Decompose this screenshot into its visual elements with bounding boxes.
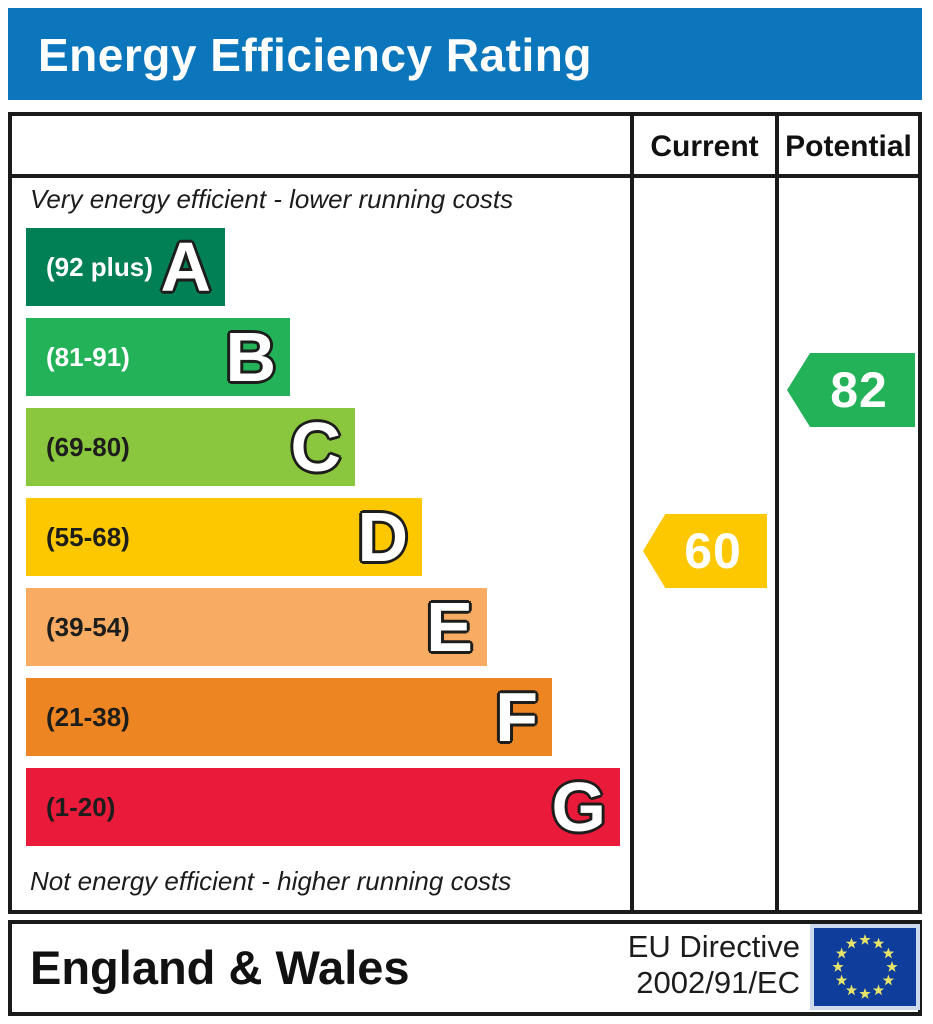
bands: (92 plus) A (81-91) B (69-80) C (55-68) D (39-54… xyxy=(26,228,622,848)
band-range-label: (69-80) xyxy=(46,431,130,462)
footer-frame xyxy=(8,920,922,1016)
eu-flag-icon xyxy=(810,924,920,1010)
eu-directive-line2: 2002/91/EC xyxy=(636,965,800,1000)
page-title: Energy Efficiency Rating xyxy=(38,29,592,81)
eu-directive-line1: EU Directive xyxy=(627,929,800,964)
band-row-A: (92 plus) A xyxy=(26,228,225,306)
band-letter: G xyxy=(551,768,606,846)
band-row-D: (55-68) D xyxy=(26,498,422,576)
potential-column-divider xyxy=(775,116,779,910)
current-column-header: Current xyxy=(650,130,759,163)
band-letter: C xyxy=(290,408,341,486)
band-row-F: (21-38) F xyxy=(26,678,552,756)
band-letter: B xyxy=(225,318,276,396)
band-range-label: (39-54) xyxy=(46,611,130,642)
current-value: 60 xyxy=(684,523,742,579)
potential-arrow: 82 xyxy=(787,353,915,427)
current-arrow: 60 xyxy=(643,514,767,588)
band-letter: E xyxy=(426,588,473,666)
title-bar: Energy Efficiency Rating xyxy=(8,8,922,100)
potential-value: 82 xyxy=(830,362,888,418)
band-row-B: (81-91) B xyxy=(26,318,290,396)
potential-column-header: Potential xyxy=(785,130,912,163)
band-letter: D xyxy=(357,498,408,576)
top-caption: Very energy efficient - lower running co… xyxy=(30,184,514,214)
eu-directive-label: EU Directive 2002/91/EC xyxy=(560,929,800,1001)
header-divider xyxy=(12,174,918,178)
current-column-divider xyxy=(630,116,634,910)
band-range-label: (1-20) xyxy=(46,791,116,822)
band-range-label: (81-91) xyxy=(46,341,130,372)
region-label: England & Wales xyxy=(30,941,410,994)
band-range-label: (21-38) xyxy=(46,701,130,732)
band-letter: F xyxy=(495,678,538,756)
bottom-caption: Not energy efficient - higher running co… xyxy=(30,866,512,896)
band-range-label: (55-68) xyxy=(46,521,130,552)
band-letter: A xyxy=(160,228,211,306)
band-range-label: (92 plus) xyxy=(46,251,153,282)
band-row-C: (69-80) C xyxy=(26,408,355,486)
band-row-G: (1-20) G xyxy=(26,768,620,846)
band-row-E: (39-54) E xyxy=(26,588,487,666)
